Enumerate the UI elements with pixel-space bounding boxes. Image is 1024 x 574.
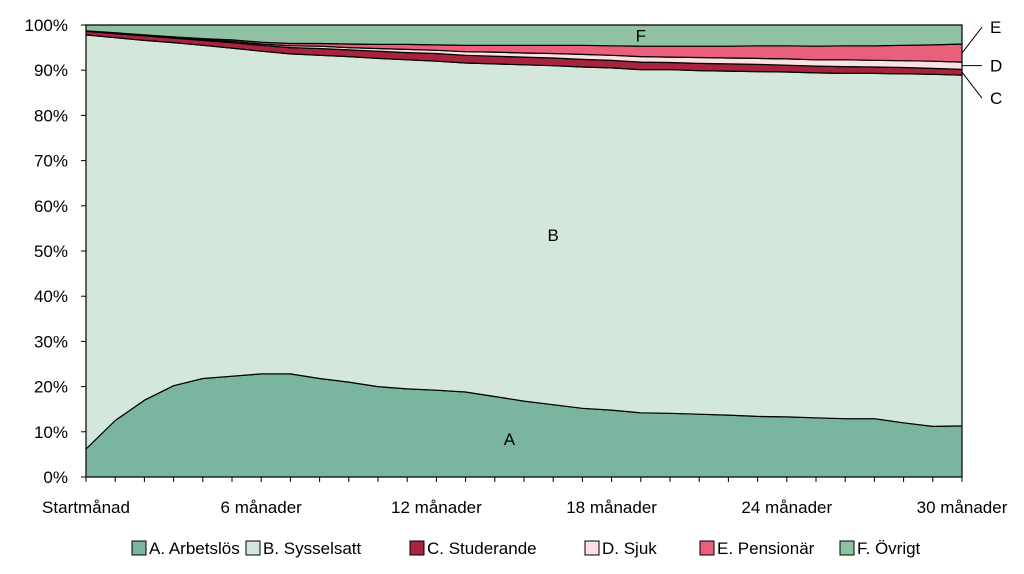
legend-label-e: E. Pensionär bbox=[717, 539, 815, 558]
y-tick-label: 40% bbox=[34, 287, 68, 306]
legend-swatch-a bbox=[131, 540, 147, 556]
area-label-f: F bbox=[636, 27, 646, 46]
legend-label-c: C. Studerande bbox=[427, 539, 537, 558]
legend: A. Arbetslös B. Sysselsatt C. Studerande D.… bbox=[131, 539, 921, 558]
legend-label-b: B. Sysselsatt bbox=[263, 539, 362, 558]
y-tick-label: 0% bbox=[43, 468, 68, 487]
callout-label-c: C bbox=[990, 89, 1002, 108]
callout-label-e: E bbox=[990, 18, 1001, 37]
area-labels: A B F E DC bbox=[504, 18, 1003, 449]
x-tick-label: 12 månader bbox=[391, 498, 482, 517]
legend-swatch-c bbox=[409, 540, 425, 556]
y-tick-label: 10% bbox=[34, 423, 68, 442]
y-tick-label: 100% bbox=[25, 16, 68, 35]
x-tick-label: 18 månader bbox=[566, 498, 657, 517]
area-label-a: A bbox=[504, 430, 516, 449]
chart-areas bbox=[85, 24, 963, 478]
y-tick-label: 60% bbox=[34, 197, 68, 216]
x-tick-label: Startmånad bbox=[42, 498, 130, 517]
x-tick-label: 24 månader bbox=[741, 498, 832, 517]
y-axis: 0% 10% 20% 30% 40% 50% 60% 70% 80% 90% 100% bbox=[25, 16, 87, 487]
legend-swatch-f bbox=[839, 540, 855, 556]
x-axis: Startmånad 6 månader 12 månader 18 månader 2… bbox=[42, 476, 1008, 517]
callout-label-d: D bbox=[990, 57, 1002, 76]
y-tick-label: 90% bbox=[34, 61, 68, 80]
legend-swatch-e bbox=[699, 540, 715, 556]
area-f bbox=[85, 24, 963, 47]
area-label-b: B bbox=[548, 226, 559, 245]
y-tick-label: 20% bbox=[34, 378, 68, 397]
y-tick-label: 30% bbox=[34, 332, 68, 351]
y-tick-label: 70% bbox=[34, 152, 68, 171]
callout-line bbox=[961, 26, 983, 54]
legend-swatch-d bbox=[584, 540, 600, 556]
legend-label-d: D. Sjuk bbox=[602, 539, 657, 558]
y-tick-label: 50% bbox=[34, 242, 68, 261]
y-tick-label: 80% bbox=[34, 106, 68, 125]
legend-swatch-b bbox=[245, 540, 261, 556]
legend-label-f: F. Övrigt bbox=[857, 539, 921, 558]
legend-label-a: A. Arbetslös bbox=[149, 539, 240, 558]
callout-line bbox=[961, 71, 983, 99]
x-tick-label: 6 månader bbox=[221, 498, 303, 517]
x-tick-label: 30 månader bbox=[917, 498, 1008, 517]
